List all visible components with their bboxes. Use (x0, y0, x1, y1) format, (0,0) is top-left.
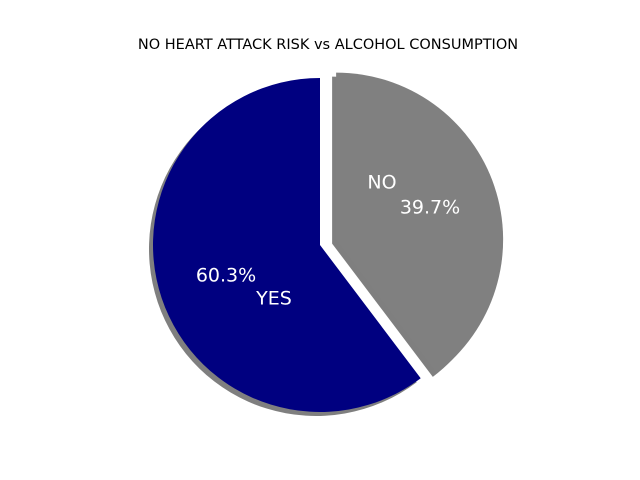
slice-label-no: NO (367, 172, 396, 194)
pie-slice-yes (153, 78, 421, 412)
pie-slice-no (336, 72, 504, 373)
chart-title: NO HEART ATTACK RISK vs ALCOHOL CONSUMPT… (138, 37, 518, 53)
slice-label-yes: YES (255, 288, 292, 310)
pie-slices (153, 72, 504, 412)
slice-pct-no: 39.7% (400, 197, 460, 219)
slice-pct-yes: 60.3% (196, 265, 256, 287)
